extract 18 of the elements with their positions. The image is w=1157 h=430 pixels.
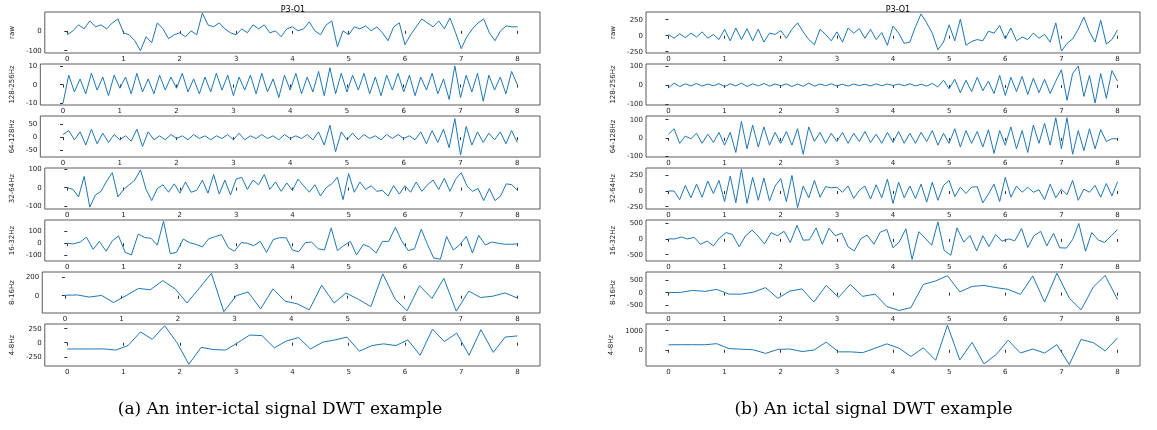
- line-series: [667, 272, 1119, 312]
- line-series: [62, 65, 518, 104]
- line-series: [667, 13, 1119, 52]
- line-series: [667, 65, 1119, 104]
- chart-title: P3-O1: [885, 4, 911, 14]
- line-series: [66, 220, 518, 260]
- line-series: [667, 117, 1119, 155]
- line-series: [66, 12, 518, 52]
- text: (a) An inter-ictal signal DWT example: [117, 397, 443, 418]
- line-series: [667, 168, 1119, 209]
- line-series: [667, 324, 1119, 366]
- line-series: [66, 325, 518, 365]
- line-series: [667, 221, 1119, 260]
- chart-title: P3-O1: [280, 4, 306, 14]
- line-series: [64, 272, 518, 313]
- text: (b) An ictal signal DWT example: [734, 397, 1013, 418]
- line-series: [66, 169, 518, 208]
- line-series: [62, 118, 518, 156]
